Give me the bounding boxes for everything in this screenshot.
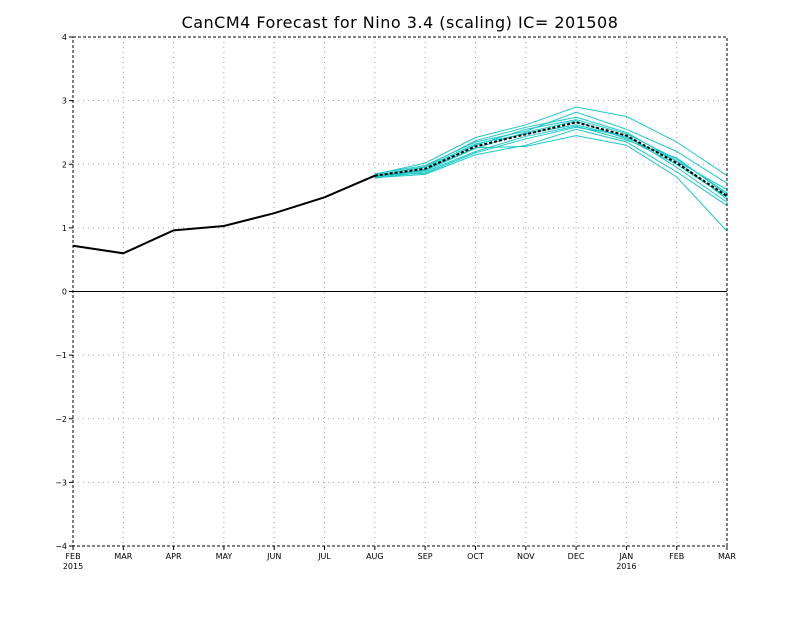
x-year-label: 2015 [63,562,83,571]
ensemble-mean-line [374,121,728,197]
ensemble-members [374,106,728,232]
ensemble-member-line [374,125,728,196]
x-tick-label: JUN [266,552,281,561]
x-tick-label: SEP [418,552,433,561]
ensemble-member-line [374,120,728,198]
grid-lines [73,37,727,546]
ensemble-member-line [374,126,728,203]
y-tick-label: −4 [55,542,67,551]
x-tick-label: DEC [568,552,585,561]
ensemble-member-line [374,119,728,194]
x-tick-label: MAY [216,552,233,561]
x-tick-label: OCT [467,552,484,561]
y-tick-label: 0 [62,288,67,297]
x-tick-label: FEB [669,552,684,561]
x-tick-label: JAN [619,552,634,561]
ensemble-member-line [374,111,728,184]
x-tick-label: JUL [317,552,331,561]
y-tick-label: 2 [62,160,67,169]
y-tick-label: 4 [62,33,67,42]
ensemble-member-line [374,106,728,177]
x-axis: FEB MAR APR MAY JUN JUL AUG SEP OCT NOV DEC JAN FEB M… [63,546,736,571]
observed-series [72,174,376,255]
y-tick-label: −2 [55,415,67,424]
x-tick-label: FEB [65,552,80,561]
observed-line [72,174,376,255]
y-tick-label: 1 [62,224,67,233]
plot-frame [72,36,728,547]
x-tick-label: NOV [517,552,535,561]
y-axis: −4 −3 −2 −1 0 1 2 3 4 [55,33,73,551]
y-tick-label: 3 [62,97,67,106]
chart-title: CanCM4 Forecast for Nino 3.4 (scaling) I… [182,13,619,32]
x-tick-label: APR [166,552,182,561]
x-tick-label: MAR [114,552,132,561]
ensemble-mean [374,121,728,197]
x-tick-label: AUG [366,552,384,561]
ensemble-member-line [374,135,728,232]
x-year-label: 2016 [616,562,636,571]
ensemble-member-line [374,116,728,191]
y-tick-label: −1 [55,351,67,360]
ensemble-member-line [374,124,728,200]
x-tick-label: MAR [718,552,736,561]
ensemble-member-line [374,128,728,207]
y-tick-label: −3 [55,478,67,487]
